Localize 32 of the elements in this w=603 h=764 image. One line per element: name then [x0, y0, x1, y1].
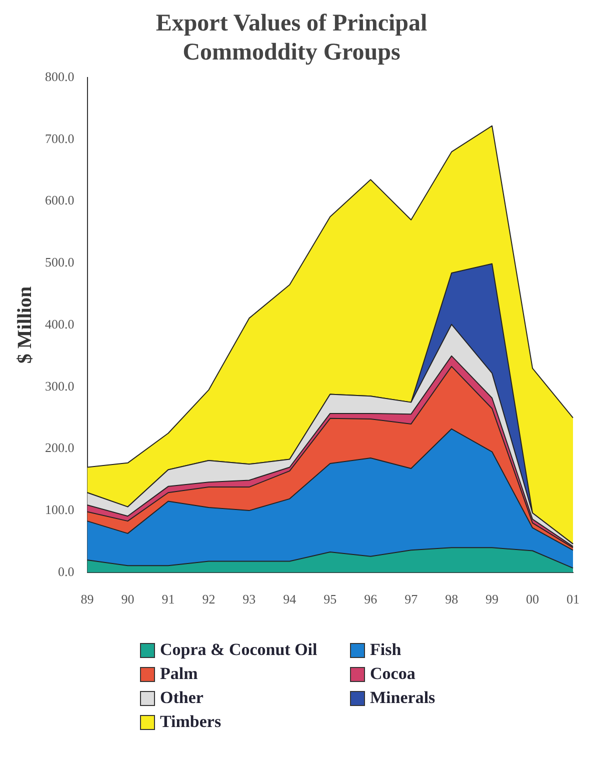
legend-label: Other	[160, 688, 204, 708]
text: Export Values of Principal	[156, 10, 428, 37]
x-tick-label: 99	[486, 592, 499, 607]
y-tick-label: 700.0	[45, 130, 74, 146]
y-tick-label: 600.0	[45, 192, 74, 208]
legend-label: Copra & Coconut Oil	[160, 640, 318, 660]
y-axis-title: $ Million	[14, 286, 36, 364]
legend-label: Timbers	[160, 712, 222, 732]
y-tick-label: 500.0	[45, 254, 74, 270]
x-tick-label: 95	[324, 592, 337, 607]
x-tick-label: 93	[242, 592, 256, 607]
y-tick-label: 300.0	[45, 378, 74, 394]
x-tick-label: 97	[404, 592, 418, 607]
x-tick-label: 98	[445, 592, 458, 607]
y-tick-label: 0.0	[58, 564, 74, 579]
legend-label: Minerals	[370, 688, 436, 708]
y-tick-label: 400.0	[45, 316, 74, 332]
y-tick-label: 200.0	[45, 440, 74, 456]
x-tick-label: 01	[566, 592, 580, 607]
x-tick-label: 90	[121, 592, 134, 607]
legend-label: Palm	[160, 664, 198, 684]
x-tick-label: 89	[80, 592, 94, 607]
y-tick-label: 800.0	[45, 69, 74, 84]
y-tick-label: 100.0	[45, 502, 74, 517]
x-tick-label: 94	[283, 592, 297, 607]
x-tick-label: 91	[162, 592, 175, 607]
x-tick-label: 92	[202, 592, 216, 607]
x-tick-label: 96	[364, 592, 378, 607]
legend-label: Cocoa	[370, 664, 416, 684]
legend-label: Fish	[370, 640, 402, 660]
text: Commoddity Groups	[182, 39, 400, 66]
x-tick-label: 00	[526, 592, 540, 607]
